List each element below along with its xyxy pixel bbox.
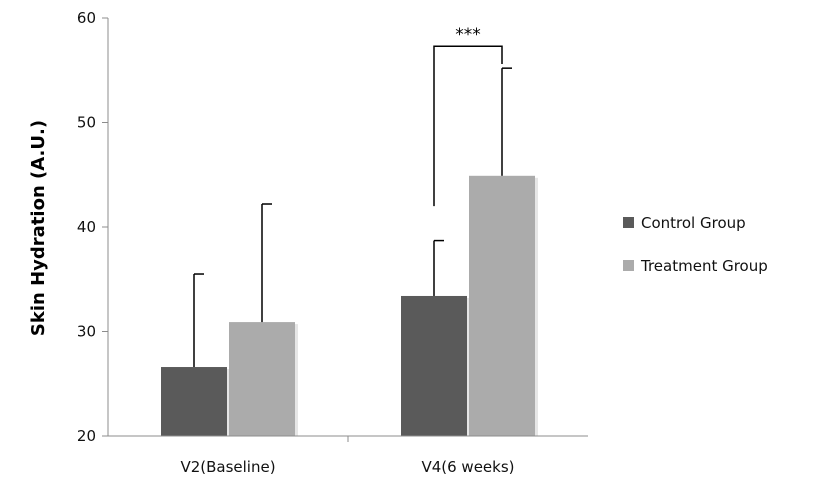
legend-label: Treatment Group: [640, 257, 768, 275]
bars: [161, 175, 538, 437]
y-tick-label: 40: [77, 218, 96, 236]
y-axis-title: Skin Hydration (A.U.): [28, 120, 49, 336]
legend-label: Control Group: [641, 214, 746, 232]
bar-control-group: [401, 295, 467, 436]
y-tick-label: 20: [77, 427, 96, 445]
significance-label: ***: [455, 25, 481, 45]
bar-treatment-group: [229, 322, 295, 436]
y-tick-label: 50: [77, 114, 96, 132]
legend: Control Group Treatment Group: [623, 214, 768, 275]
x-category-label: V2(Baseline): [180, 458, 275, 476]
significance-annotation: ***: [433, 25, 503, 207]
significance-bracket: [433, 45, 503, 207]
y-axis-ticks: 20 30 40 50 60: [77, 9, 108, 445]
y-tick-label: 30: [77, 323, 96, 341]
y-tick-label: 60: [77, 9, 96, 27]
bar-shadow: [227, 369, 230, 436]
bar-shadow: [295, 324, 298, 436]
x-axis-labels: V2(Baseline) V4(6 weeks): [180, 436, 515, 476]
bar-shadow: [467, 297, 470, 436]
bar-control-group: [161, 367, 227, 436]
bar-treatment-group: [469, 175, 535, 437]
legend-swatch: [623, 217, 634, 228]
x-category-label: V4(6 weeks): [421, 458, 514, 476]
bar-shadow: [535, 177, 538, 437]
error-bars: [193, 67, 512, 368]
legend-swatch: [623, 260, 634, 271]
